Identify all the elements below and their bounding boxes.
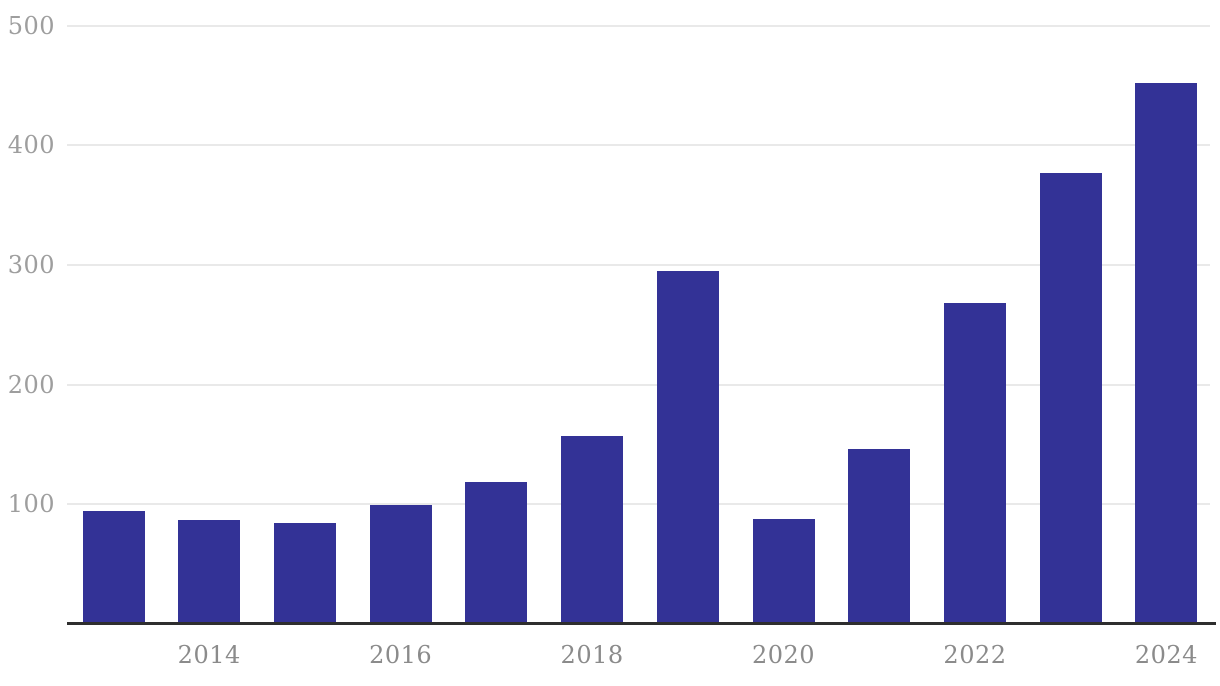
x-axis-tick-label: 2024 — [1134, 641, 1198, 669]
y-axis-tick-label: 400 — [7, 131, 55, 160]
x-axis-tick-label: 2014 — [177, 641, 241, 669]
bar-2023 — [1039, 172, 1102, 624]
bar-2014 — [178, 519, 241, 624]
x-axis-tick-label: 2022 — [943, 641, 1007, 669]
bar-2022 — [943, 303, 1006, 624]
y-axis-tick-label: 500 — [7, 11, 55, 40]
gridline-300 — [67, 263, 1210, 266]
bar-2013 — [82, 511, 145, 624]
bar-2017 — [465, 481, 528, 624]
x-axis-tick-label: 2016 — [369, 641, 433, 669]
bar-2018 — [561, 436, 624, 624]
gridline-400 — [67, 144, 1210, 147]
bar-2015 — [273, 523, 336, 624]
x-axis-tick-label: 2018 — [560, 641, 624, 669]
x-axis-line — [67, 622, 1216, 625]
gridline-200 — [67, 383, 1210, 386]
gridline-500 — [67, 24, 1210, 27]
y-axis-tick-label: 100 — [7, 490, 55, 519]
bar-2021 — [848, 449, 911, 624]
gridline-100 — [67, 503, 1210, 506]
y-axis-tick-label: 300 — [7, 250, 55, 279]
x-axis-tick-label: 2020 — [751, 641, 816, 669]
bar-2016 — [369, 505, 432, 624]
y-axis-tick-label: 200 — [7, 370, 55, 399]
bar-2024 — [1135, 82, 1198, 624]
bar-2020 — [752, 518, 815, 624]
bar-2019 — [656, 270, 719, 624]
